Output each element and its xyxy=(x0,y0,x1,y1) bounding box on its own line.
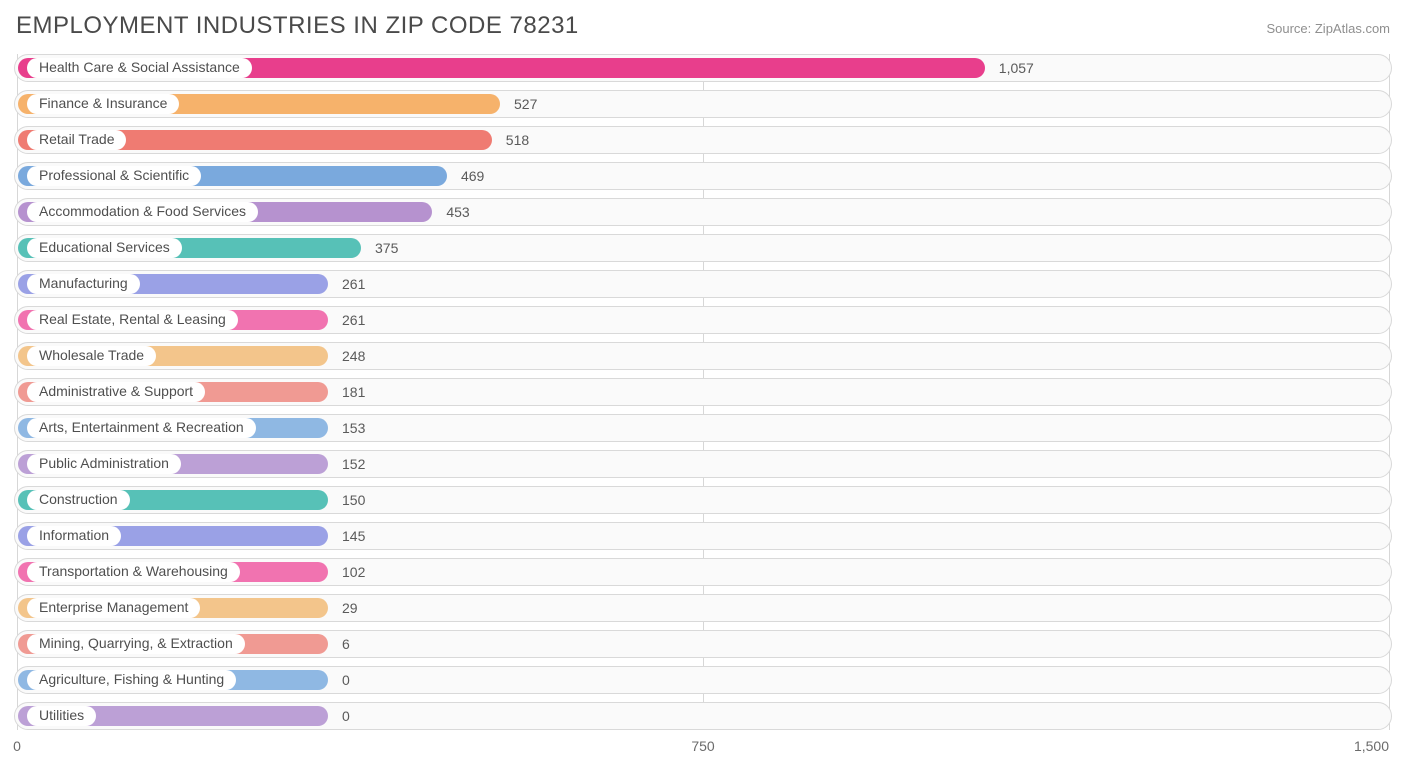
bar-track: Agriculture, Fishing & Hunting 0 xyxy=(14,666,1392,694)
bar-track: Mining, Quarrying, & Extraction 6 xyxy=(14,630,1392,658)
bar-track: Construction 150 xyxy=(14,486,1392,514)
x-tick-label: 750 xyxy=(691,738,714,754)
bar-value: 375 xyxy=(375,240,398,256)
x-tick-label: 0 xyxy=(13,738,21,754)
bar-track: Finance & Insurance 527 xyxy=(14,90,1392,118)
bar-label: Wholesale Trade xyxy=(27,346,156,366)
bar-row: Educational Services 375 xyxy=(14,234,1392,262)
bar-row: Administrative & Support 181 xyxy=(14,378,1392,406)
bar-value: 0 xyxy=(342,672,350,688)
bar-row: Enterprise Management 29 xyxy=(14,594,1392,622)
bar-track: Information 145 xyxy=(14,522,1392,550)
bar-track: Educational Services 375 xyxy=(14,234,1392,262)
bar-track: Retail Trade 518 xyxy=(14,126,1392,154)
bar-row: Agriculture, Fishing & Hunting 0 xyxy=(14,666,1392,694)
chart-x-axis: 0 750 1,500 xyxy=(14,738,1392,760)
bar-value: 261 xyxy=(342,276,365,292)
bar-row: Public Administration 152 xyxy=(14,450,1392,478)
bar-value: 469 xyxy=(461,168,484,184)
bar-label: Finance & Insurance xyxy=(27,94,179,114)
bar-value: 6 xyxy=(342,636,350,652)
bar-track: Real Estate, Rental & Leasing 261 xyxy=(14,306,1392,334)
chart-rows: Health Care & Social Assistance 1,057 Fina… xyxy=(14,54,1392,730)
bar-row: Arts, Entertainment & Recreation 153 xyxy=(14,414,1392,442)
bar-value: 518 xyxy=(506,132,529,148)
bar-row: Wholesale Trade 248 xyxy=(14,342,1392,370)
chart-container: EMPLOYMENT INDUSTRIES IN ZIP CODE 78231 … xyxy=(0,0,1406,776)
bar-label: Health Care & Social Assistance xyxy=(27,58,252,78)
bar-track: Accommodation & Food Services 453 xyxy=(14,198,1392,226)
bar-row: Accommodation & Food Services 453 xyxy=(14,198,1392,226)
bar-value: 1,057 xyxy=(999,60,1034,76)
bar-track: Public Administration 152 xyxy=(14,450,1392,478)
bar-label: Information xyxy=(27,526,121,546)
x-tick-label: 1,500 xyxy=(1354,738,1389,754)
bar-value: 181 xyxy=(342,384,365,400)
bar-value: 527 xyxy=(514,96,537,112)
bar-row: Mining, Quarrying, & Extraction 6 xyxy=(14,630,1392,658)
bar-label: Public Administration xyxy=(27,454,181,474)
bar-label: Utilities xyxy=(27,706,96,726)
bar-row: Construction 150 xyxy=(14,486,1392,514)
bar-track: Wholesale Trade 248 xyxy=(14,342,1392,370)
bar-label: Manufacturing xyxy=(27,274,140,294)
bar-track: Manufacturing 261 xyxy=(14,270,1392,298)
bar-track: Health Care & Social Assistance 1,057 xyxy=(14,54,1392,82)
bar-label: Mining, Quarrying, & Extraction xyxy=(27,634,245,654)
bar-value: 102 xyxy=(342,564,365,580)
bar-label: Professional & Scientific xyxy=(27,166,201,186)
bar-label: Real Estate, Rental & Leasing xyxy=(27,310,238,330)
bar-label: Transportation & Warehousing xyxy=(27,562,240,582)
bar-value: 152 xyxy=(342,456,365,472)
bar-label: Arts, Entertainment & Recreation xyxy=(27,418,256,438)
bar-label: Accommodation & Food Services xyxy=(27,202,258,222)
bar-row: Health Care & Social Assistance 1,057 xyxy=(14,54,1392,82)
bar-row: Real Estate, Rental & Leasing 261 xyxy=(14,306,1392,334)
bar-label: Retail Trade xyxy=(27,130,126,150)
bar-value: 150 xyxy=(342,492,365,508)
bar-value: 145 xyxy=(342,528,365,544)
bar-track: Arts, Entertainment & Recreation 153 xyxy=(14,414,1392,442)
bar-value: 261 xyxy=(342,312,365,328)
bar-row: Information 145 xyxy=(14,522,1392,550)
bar-label: Agriculture, Fishing & Hunting xyxy=(27,670,236,690)
bar-label: Enterprise Management xyxy=(27,598,200,618)
bar-label: Educational Services xyxy=(27,238,182,258)
bar-row: Manufacturing 261 xyxy=(14,270,1392,298)
bar-label: Administrative & Support xyxy=(27,382,205,402)
chart-header: EMPLOYMENT INDUSTRIES IN ZIP CODE 78231 … xyxy=(14,8,1392,54)
bar-track: Administrative & Support 181 xyxy=(14,378,1392,406)
bar-track: Transportation & Warehousing 102 xyxy=(14,558,1392,586)
chart-plot: Health Care & Social Assistance 1,057 Fina… xyxy=(14,54,1392,760)
chart-title: EMPLOYMENT INDUSTRIES IN ZIP CODE 78231 xyxy=(16,12,579,40)
chart-source: Source: ZipAtlas.com xyxy=(1266,21,1390,36)
bar-value: 29 xyxy=(342,600,358,616)
bar-track: Enterprise Management 29 xyxy=(14,594,1392,622)
bar-value: 153 xyxy=(342,420,365,436)
bar-value: 248 xyxy=(342,348,365,364)
bar-value: 0 xyxy=(342,708,350,724)
bar-track: Professional & Scientific 469 xyxy=(14,162,1392,190)
bar-row: Transportation & Warehousing 102 xyxy=(14,558,1392,586)
bar-row: Finance & Insurance 527 xyxy=(14,90,1392,118)
bar-row: Utilities 0 xyxy=(14,702,1392,730)
bar-label: Construction xyxy=(27,490,130,510)
bar-track: Utilities 0 xyxy=(14,702,1392,730)
bar-value: 453 xyxy=(446,204,469,220)
bar-row: Retail Trade 518 xyxy=(14,126,1392,154)
bar-row: Professional & Scientific 469 xyxy=(14,162,1392,190)
